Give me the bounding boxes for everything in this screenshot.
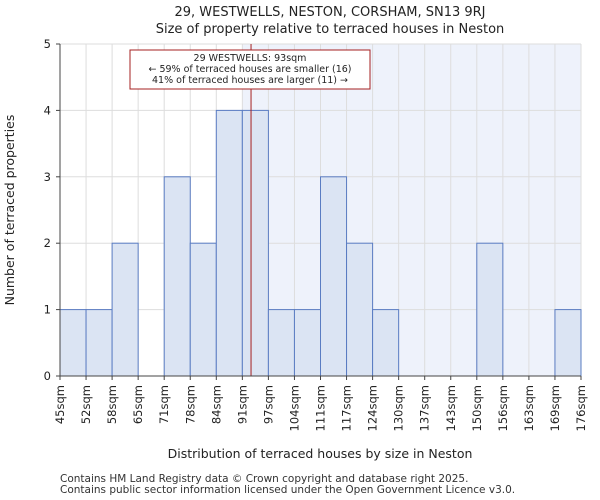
x-tick-label: 104sqm [287, 385, 301, 431]
x-axis-ticks: 45sqm 52sqm 58sqm 65sqm 71sqm 78sqm 84sqm 91sqm… [53, 376, 588, 431]
x-tick-label: 91sqm [235, 385, 249, 424]
bar-78sqm [189, 242, 217, 377]
annotation-line-2: ← 59% of terraced houses are smaller (16… [148, 64, 351, 75]
bar-71sqm [163, 176, 191, 377]
bar-58sqm [111, 242, 139, 377]
y-tick-label: 5 [44, 37, 51, 51]
bar-104sqm [293, 309, 322, 377]
x-tick-label: 169sqm [548, 385, 562, 431]
x-axis-label: Distribution of terraced houses by size … [168, 446, 473, 461]
bar-45sqm [59, 309, 87, 377]
x-tick-label: 71sqm [157, 385, 171, 424]
bar-97sqm [267, 309, 295, 377]
y-tick-label: 1 [44, 303, 51, 317]
x-tick-label: 150sqm [470, 385, 484, 431]
y-tick-label: 2 [44, 236, 51, 250]
x-tick-label: 117sqm [340, 385, 354, 431]
x-tick-label: 111sqm [314, 385, 328, 431]
histogram-chart: 29, WESTWELLS, NESTON, CORSHAM, SN13 9RJ… [2, 5, 588, 461]
x-tick-label: 176sqm [574, 385, 588, 431]
x-tick-label: 97sqm [261, 385, 275, 424]
bar-91sqm [241, 109, 269, 377]
x-tick-label: 130sqm [392, 385, 406, 431]
chart-title: 29, WESTWELLS, NESTON, CORSHAM, SN13 9RJ [174, 5, 485, 20]
footer-copyright: Contains HM Land Registry data © Crown c… [60, 473, 469, 485]
bar-52sqm [85, 309, 113, 377]
x-tick-label: 124sqm [366, 385, 380, 431]
annotation-line-3: 41% of terraced houses are larger (11) → [152, 75, 348, 86]
y-axis-ticks: 0 1 2 3 4 5 [44, 37, 60, 383]
chart-subtitle: Size of property relative to terraced ho… [156, 22, 505, 37]
x-tick-label: 163sqm [522, 385, 536, 431]
x-tick-label: 137sqm [418, 385, 432, 431]
bar-111sqm [320, 176, 348, 377]
bar-150sqm [476, 242, 504, 377]
annotation-line-1: 29 WESTWELLS: 93sqm [194, 53, 307, 64]
x-tick-label: 143sqm [444, 385, 458, 431]
x-tick-label: 52sqm [79, 385, 93, 424]
x-tick-label: 156sqm [496, 385, 510, 431]
y-tick-label: 0 [44, 369, 51, 383]
x-tick-label: 45sqm [53, 385, 67, 424]
annotation-box: 29 WESTWELLS: 93sqm ← 59% of terraced ho… [129, 49, 371, 90]
x-tick-label: 78sqm [183, 385, 197, 424]
x-tick-label: 58sqm [105, 385, 119, 424]
x-tick-label: 84sqm [209, 385, 223, 424]
y-tick-label: 3 [44, 170, 51, 184]
y-axis-label: Number of terraced properties [2, 115, 17, 306]
bar-117sqm [346, 242, 374, 377]
bar-124sqm [372, 309, 400, 377]
bar-84sqm [215, 109, 243, 377]
bar-169sqm [554, 309, 582, 377]
footer-licence: Contains public sector information licen… [60, 484, 516, 496]
y-tick-label: 4 [44, 103, 51, 117]
x-tick-label: 65sqm [131, 385, 145, 424]
